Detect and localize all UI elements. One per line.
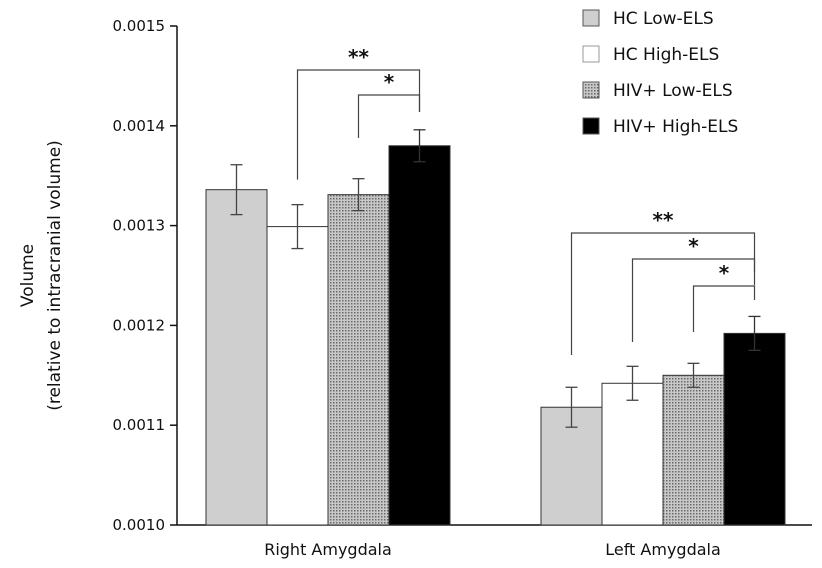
significance-bracket xyxy=(357,94,421,138)
bar xyxy=(662,374,725,526)
y-tick-label: 0.0013 xyxy=(113,217,166,235)
legend-swatch xyxy=(582,81,600,99)
legend-label: HC High-ELS xyxy=(613,45,719,65)
significance-label: * xyxy=(688,234,699,258)
significance-bracket xyxy=(631,258,756,342)
legend-swatch xyxy=(582,45,600,63)
y-tick-label: 0.0010 xyxy=(113,516,166,534)
bar xyxy=(723,332,786,526)
bar xyxy=(601,382,664,526)
x-category-label: Left Amygdala xyxy=(605,540,721,559)
y-axis-subtitle: (relative to intracranial volume) xyxy=(45,140,65,411)
bar xyxy=(266,226,329,526)
legend-label: HC Low-ELS xyxy=(613,9,714,29)
bar xyxy=(388,145,451,526)
y-tick-label: 0.0015 xyxy=(113,17,166,35)
y-axis-title: Volume xyxy=(18,244,38,307)
bar xyxy=(327,194,390,526)
significance-label: * xyxy=(384,70,395,94)
significance-label: * xyxy=(719,261,730,285)
y-tick-label: 0.0012 xyxy=(113,316,166,334)
y-tick-label: 0.0011 xyxy=(113,416,166,434)
significance-bracket xyxy=(692,285,756,332)
significance-label: ** xyxy=(653,208,674,232)
legend-swatch xyxy=(582,117,600,135)
significance-label: ** xyxy=(348,45,369,69)
x-category-label: Right Amygdala xyxy=(264,540,392,559)
legend-label: HIV+ Low-ELS xyxy=(613,81,733,101)
bar xyxy=(205,189,268,526)
legend-swatch xyxy=(582,9,600,27)
y-tick-label: 0.0014 xyxy=(113,117,166,135)
significance-bracket xyxy=(296,69,421,180)
legend-label: HIV+ High-ELS xyxy=(613,117,738,137)
significance-bracket xyxy=(570,232,756,355)
